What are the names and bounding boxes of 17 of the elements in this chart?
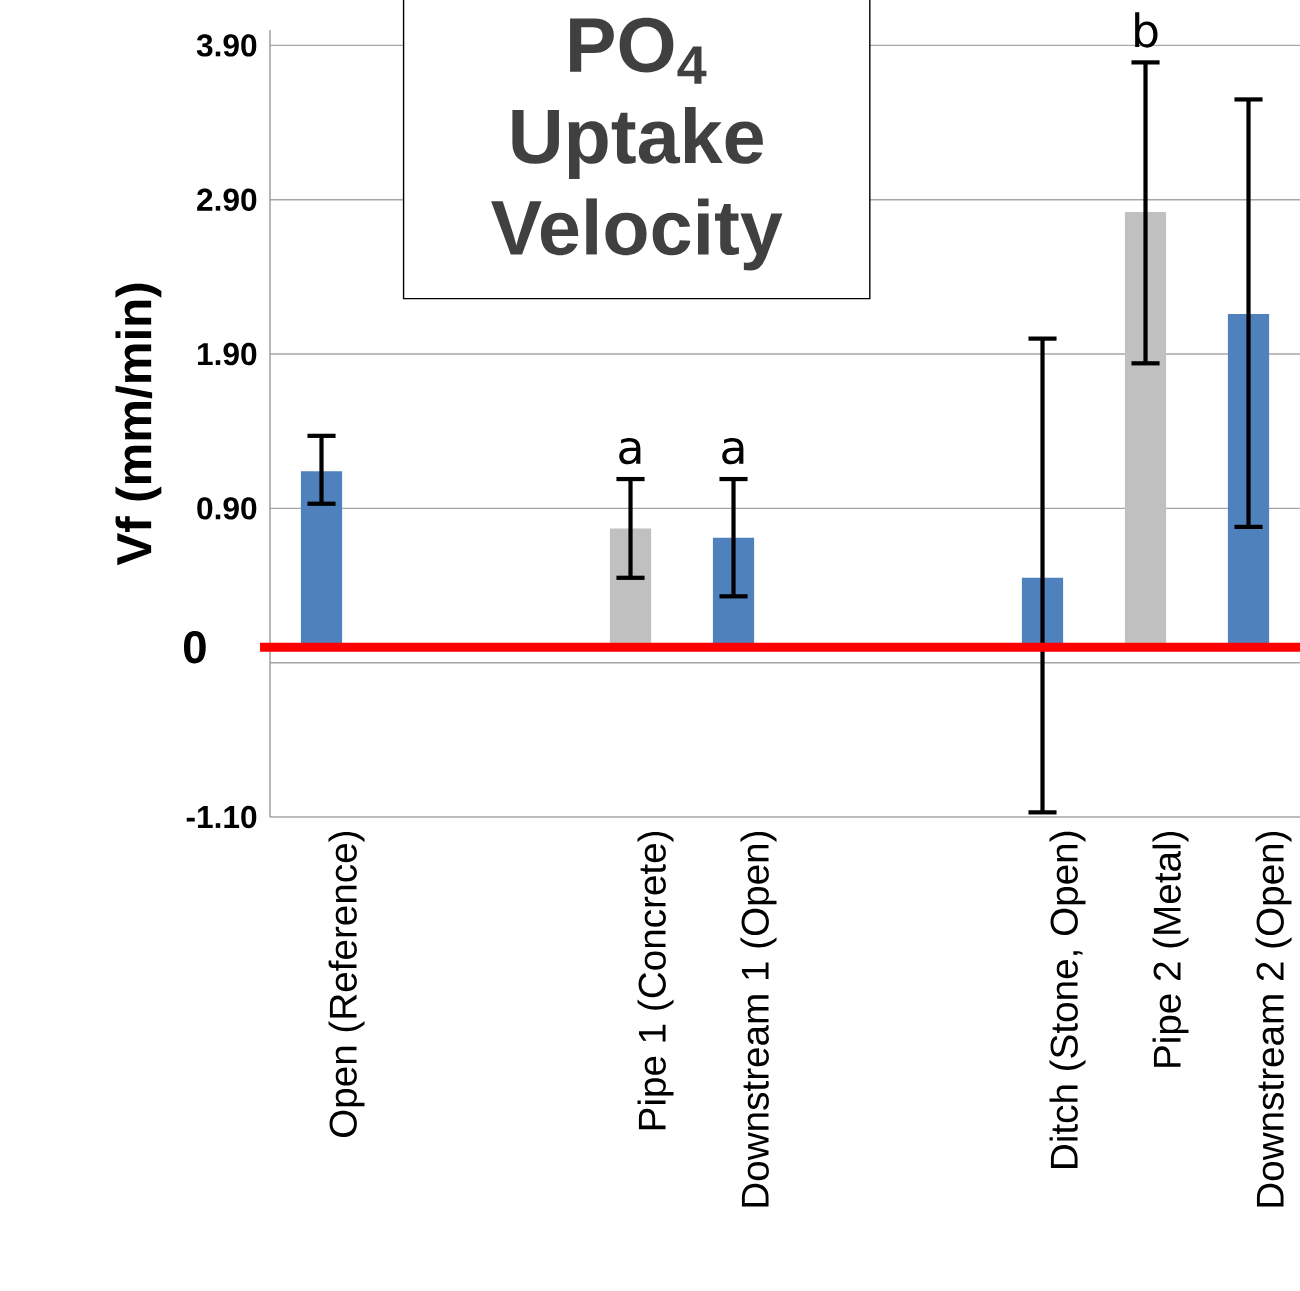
ref-line-label: 0 — [184, 631, 206, 664]
x-tick-label: Ditch (Stone, Open) — [1049, 831, 1086, 1168]
x-tick-label: Downstream 2 (Open) — [1255, 831, 1292, 1207]
y-axis-title: Vf (mm/min) — [115, 283, 162, 566]
x-tick-label: Open (Reference) — [328, 831, 365, 1138]
x-tick-label: Pipe 2 (Metal) — [1152, 831, 1189, 1067]
x-tick-label: Pipe 1 (Concrete) — [637, 831, 674, 1130]
y-tick-label: 1.90 — [198, 342, 257, 366]
x-tick-label: Downstream 1 (Open) — [740, 831, 777, 1207]
y-tick-label: 3.90 — [196, 34, 257, 57]
annotation: a — [619, 438, 641, 465]
y-tick-label: 2.90 — [197, 188, 257, 211]
annotation: b — [1135, 12, 1158, 48]
y-tick-label: 0.90 — [197, 497, 257, 520]
annotation: a — [722, 438, 744, 465]
text: PO$_{4}$ Uptake Velocity — [491, 17, 783, 271]
y-tick-label: -1.10 — [186, 805, 257, 829]
